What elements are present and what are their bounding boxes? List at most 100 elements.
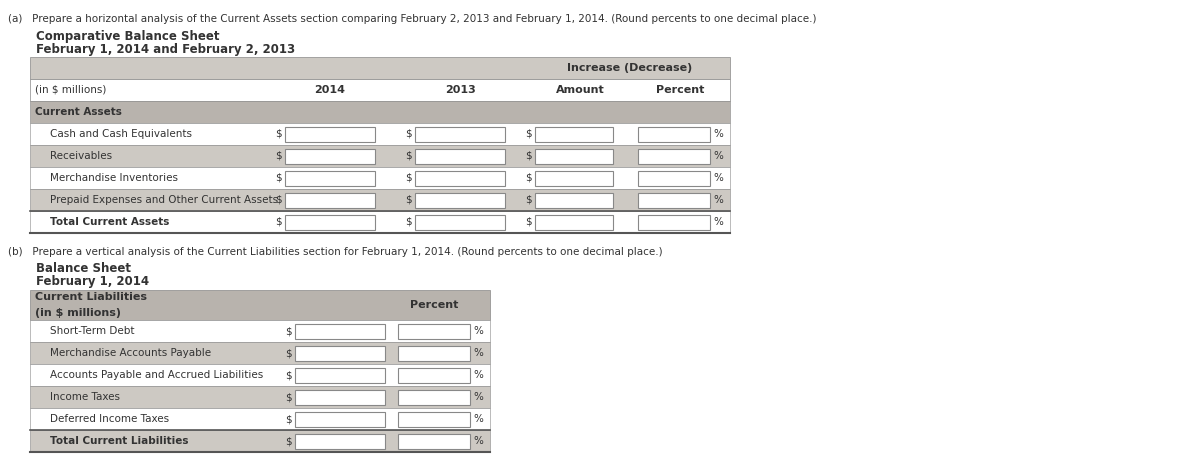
Text: %: % (473, 370, 482, 380)
Bar (415, 192, 505, 207)
Bar (398, 411, 470, 426)
Text: February 1, 2014 and February 2, 2013: February 1, 2014 and February 2, 2013 (36, 43, 295, 56)
Text: Accounts Payable and Accrued Liabilities: Accounts Payable and Accrued Liabilities (50, 370, 263, 380)
Bar (415, 148, 505, 163)
Bar (638, 192, 710, 207)
Text: %: % (713, 129, 722, 139)
Text: (in $ millions): (in $ millions) (35, 85, 107, 95)
Bar (30, 342, 490, 364)
Bar (30, 211, 730, 233)
Text: $: $ (275, 151, 282, 161)
Bar (295, 345, 385, 360)
Bar (30, 386, 490, 408)
Bar (535, 214, 613, 229)
Bar (415, 214, 505, 229)
Text: %: % (473, 414, 482, 424)
Text: Merchandise Inventories: Merchandise Inventories (50, 173, 178, 183)
Text: $: $ (526, 217, 532, 227)
Text: %: % (713, 195, 722, 205)
Text: %: % (473, 392, 482, 402)
Bar (286, 126, 374, 141)
Bar (30, 189, 730, 211)
Bar (398, 345, 470, 360)
Bar (30, 57, 730, 79)
Text: Comparative Balance Sheet: Comparative Balance Sheet (36, 30, 220, 43)
Text: Percent: Percent (410, 300, 458, 310)
Text: Receivables: Receivables (50, 151, 112, 161)
Text: (a)   Prepare a horizontal analysis of the Current Assets section comparing Febr: (a) Prepare a horizontal analysis of the… (8, 14, 816, 24)
Text: Short-Term Debt: Short-Term Debt (50, 326, 134, 336)
Bar (30, 290, 490, 320)
Bar (30, 320, 490, 342)
Text: (in $ millions): (in $ millions) (35, 308, 121, 318)
Text: Balance Sheet: Balance Sheet (36, 262, 131, 275)
Text: Total Current Liabilities: Total Current Liabilities (50, 436, 188, 446)
Bar (295, 389, 385, 404)
Text: Deferred Income Taxes: Deferred Income Taxes (50, 414, 169, 424)
Bar (295, 433, 385, 448)
Text: $: $ (526, 173, 532, 183)
Text: $: $ (275, 173, 282, 183)
Text: $: $ (286, 392, 292, 402)
Text: Merchandise Accounts Payable: Merchandise Accounts Payable (50, 348, 211, 358)
Text: %: % (473, 326, 482, 336)
Bar (30, 167, 730, 189)
Text: Cash and Cash Equivalents: Cash and Cash Equivalents (50, 129, 192, 139)
Text: Prepaid Expenses and Other Current Assets: Prepaid Expenses and Other Current Asset… (50, 195, 278, 205)
Text: Amount: Amount (556, 85, 605, 95)
Text: Current Liabilities: Current Liabilities (35, 292, 148, 302)
Bar (295, 411, 385, 426)
Text: %: % (713, 217, 722, 227)
Bar (295, 323, 385, 338)
Text: $: $ (275, 195, 282, 205)
Bar (30, 430, 490, 452)
Text: $: $ (526, 151, 532, 161)
Bar (30, 145, 730, 167)
Bar (295, 367, 385, 382)
Bar (30, 364, 490, 386)
Text: $: $ (275, 217, 282, 227)
Text: $: $ (526, 129, 532, 139)
Bar (286, 170, 374, 185)
Bar (30, 408, 490, 430)
Text: Percent: Percent (656, 85, 704, 95)
Text: $: $ (406, 195, 412, 205)
Bar (398, 433, 470, 448)
Bar (286, 192, 374, 207)
Bar (535, 126, 613, 141)
Text: %: % (473, 348, 482, 358)
Text: Total Current Assets: Total Current Assets (50, 217, 169, 227)
Text: $: $ (406, 151, 412, 161)
Text: February 1, 2014: February 1, 2014 (36, 275, 149, 288)
Text: $: $ (406, 217, 412, 227)
Text: %: % (473, 436, 482, 446)
Bar (535, 170, 613, 185)
Text: $: $ (406, 173, 412, 183)
Text: 2014: 2014 (314, 85, 346, 95)
Text: Income Taxes: Income Taxes (50, 392, 120, 402)
Bar (535, 148, 613, 163)
Bar (286, 214, 374, 229)
Bar (638, 148, 710, 163)
Text: $: $ (286, 414, 292, 424)
Bar (398, 367, 470, 382)
Text: $: $ (286, 370, 292, 380)
Text: $: $ (286, 348, 292, 358)
Text: $: $ (526, 195, 532, 205)
Bar (415, 126, 505, 141)
Text: $: $ (286, 436, 292, 446)
Bar (535, 192, 613, 207)
Text: 2013: 2013 (445, 85, 475, 95)
Bar (30, 123, 730, 145)
Text: $: $ (406, 129, 412, 139)
Text: $: $ (275, 129, 282, 139)
Bar (638, 214, 710, 229)
Bar (398, 323, 470, 338)
Bar (30, 79, 730, 101)
Bar (415, 170, 505, 185)
Bar (286, 148, 374, 163)
Text: (b)   Prepare a vertical analysis of the Current Liabilities section for Februar: (b) Prepare a vertical analysis of the C… (8, 247, 662, 257)
Bar (30, 101, 730, 123)
Bar (398, 389, 470, 404)
Text: Increase (Decrease): Increase (Decrease) (568, 63, 692, 73)
